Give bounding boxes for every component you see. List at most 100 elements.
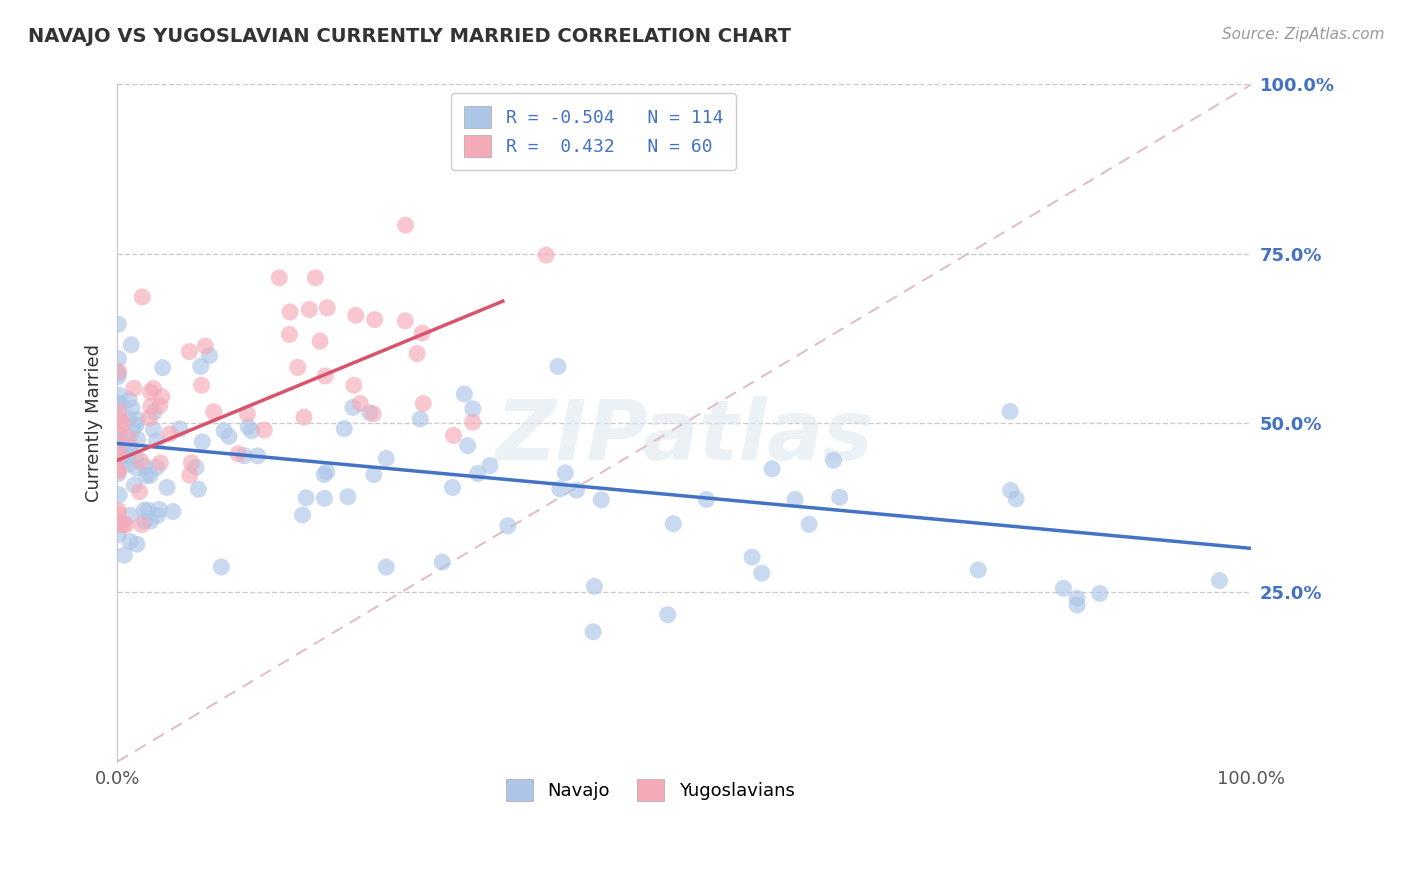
Point	[111, 417, 134, 431]
Point	[125, 461, 148, 475]
Point	[139, 400, 162, 414]
Point	[823, 453, 845, 467]
Point	[212, 424, 235, 438]
Point	[118, 534, 141, 549]
Point	[432, 555, 454, 569]
Point	[741, 549, 763, 564]
Point	[218, 429, 240, 443]
Point	[107, 527, 129, 541]
Point	[761, 462, 783, 476]
Point	[107, 411, 129, 425]
Point	[1052, 582, 1074, 596]
Point	[1005, 491, 1028, 506]
Point	[107, 404, 129, 418]
Text: Source: ZipAtlas.com: Source: ZipAtlas.com	[1222, 27, 1385, 42]
Point	[107, 366, 129, 380]
Point	[120, 508, 142, 523]
Point	[107, 396, 129, 410]
Point	[122, 381, 145, 395]
Point	[314, 368, 336, 383]
Point	[375, 451, 398, 466]
Point	[314, 467, 336, 482]
Point	[135, 468, 157, 483]
Point	[534, 248, 557, 262]
Point	[394, 314, 416, 328]
Point	[394, 219, 416, 233]
Point	[496, 518, 519, 533]
Point	[179, 344, 201, 359]
Point	[139, 468, 162, 483]
Point	[107, 427, 129, 442]
Point	[129, 455, 152, 469]
Point	[240, 424, 263, 438]
Point	[298, 302, 321, 317]
Point	[236, 407, 259, 421]
Point	[107, 464, 129, 478]
Point	[304, 270, 326, 285]
Point	[582, 624, 605, 639]
Point	[461, 401, 484, 416]
Point	[269, 270, 291, 285]
Point	[110, 515, 132, 529]
Point	[478, 458, 501, 473]
Point	[148, 502, 170, 516]
Point	[344, 308, 367, 322]
Point	[1066, 598, 1088, 612]
Point	[131, 517, 153, 532]
Point	[107, 503, 129, 517]
Point	[125, 450, 148, 464]
Point	[278, 305, 301, 319]
Point	[107, 425, 129, 440]
Point	[226, 447, 249, 461]
Point	[110, 517, 132, 532]
Point	[198, 349, 221, 363]
Point	[114, 517, 136, 532]
Point	[107, 464, 129, 478]
Point	[117, 440, 139, 454]
Point	[112, 548, 135, 562]
Point	[156, 480, 179, 494]
Point	[363, 467, 385, 482]
Point	[107, 449, 129, 463]
Point	[443, 428, 465, 442]
Point	[150, 390, 173, 404]
Point	[253, 423, 276, 437]
Point	[246, 449, 269, 463]
Point	[128, 484, 150, 499]
Point	[662, 516, 685, 531]
Point	[117, 429, 139, 443]
Point	[139, 385, 162, 400]
Point	[120, 441, 142, 455]
Point	[118, 392, 141, 407]
Point	[145, 460, 167, 475]
Point	[107, 442, 129, 457]
Point	[138, 411, 160, 425]
Point	[139, 514, 162, 528]
Point	[149, 456, 172, 470]
Point	[110, 433, 132, 447]
Point	[145, 434, 167, 448]
Point	[828, 490, 851, 504]
Point	[169, 422, 191, 436]
Point	[191, 434, 214, 449]
Point	[412, 396, 434, 410]
Point	[1208, 574, 1230, 588]
Point	[547, 359, 569, 374]
Legend: Navajo, Yugoslavians: Navajo, Yugoslavians	[494, 766, 807, 814]
Point	[1088, 586, 1111, 600]
Point	[108, 388, 131, 402]
Point	[406, 346, 429, 360]
Point	[361, 407, 384, 421]
Point	[117, 457, 139, 471]
Point	[107, 317, 129, 331]
Point	[136, 503, 159, 517]
Point	[359, 406, 381, 420]
Text: NAVAJO VS YUGOSLAVIAN CURRENTLY MARRIED CORRELATION CHART: NAVAJO VS YUGOSLAVIAN CURRENTLY MARRIED …	[28, 27, 792, 45]
Point	[333, 421, 356, 435]
Point	[292, 410, 315, 425]
Point	[190, 378, 212, 392]
Point	[461, 415, 484, 429]
Point	[375, 560, 398, 574]
Point	[1000, 483, 1022, 498]
Point	[110, 397, 132, 411]
